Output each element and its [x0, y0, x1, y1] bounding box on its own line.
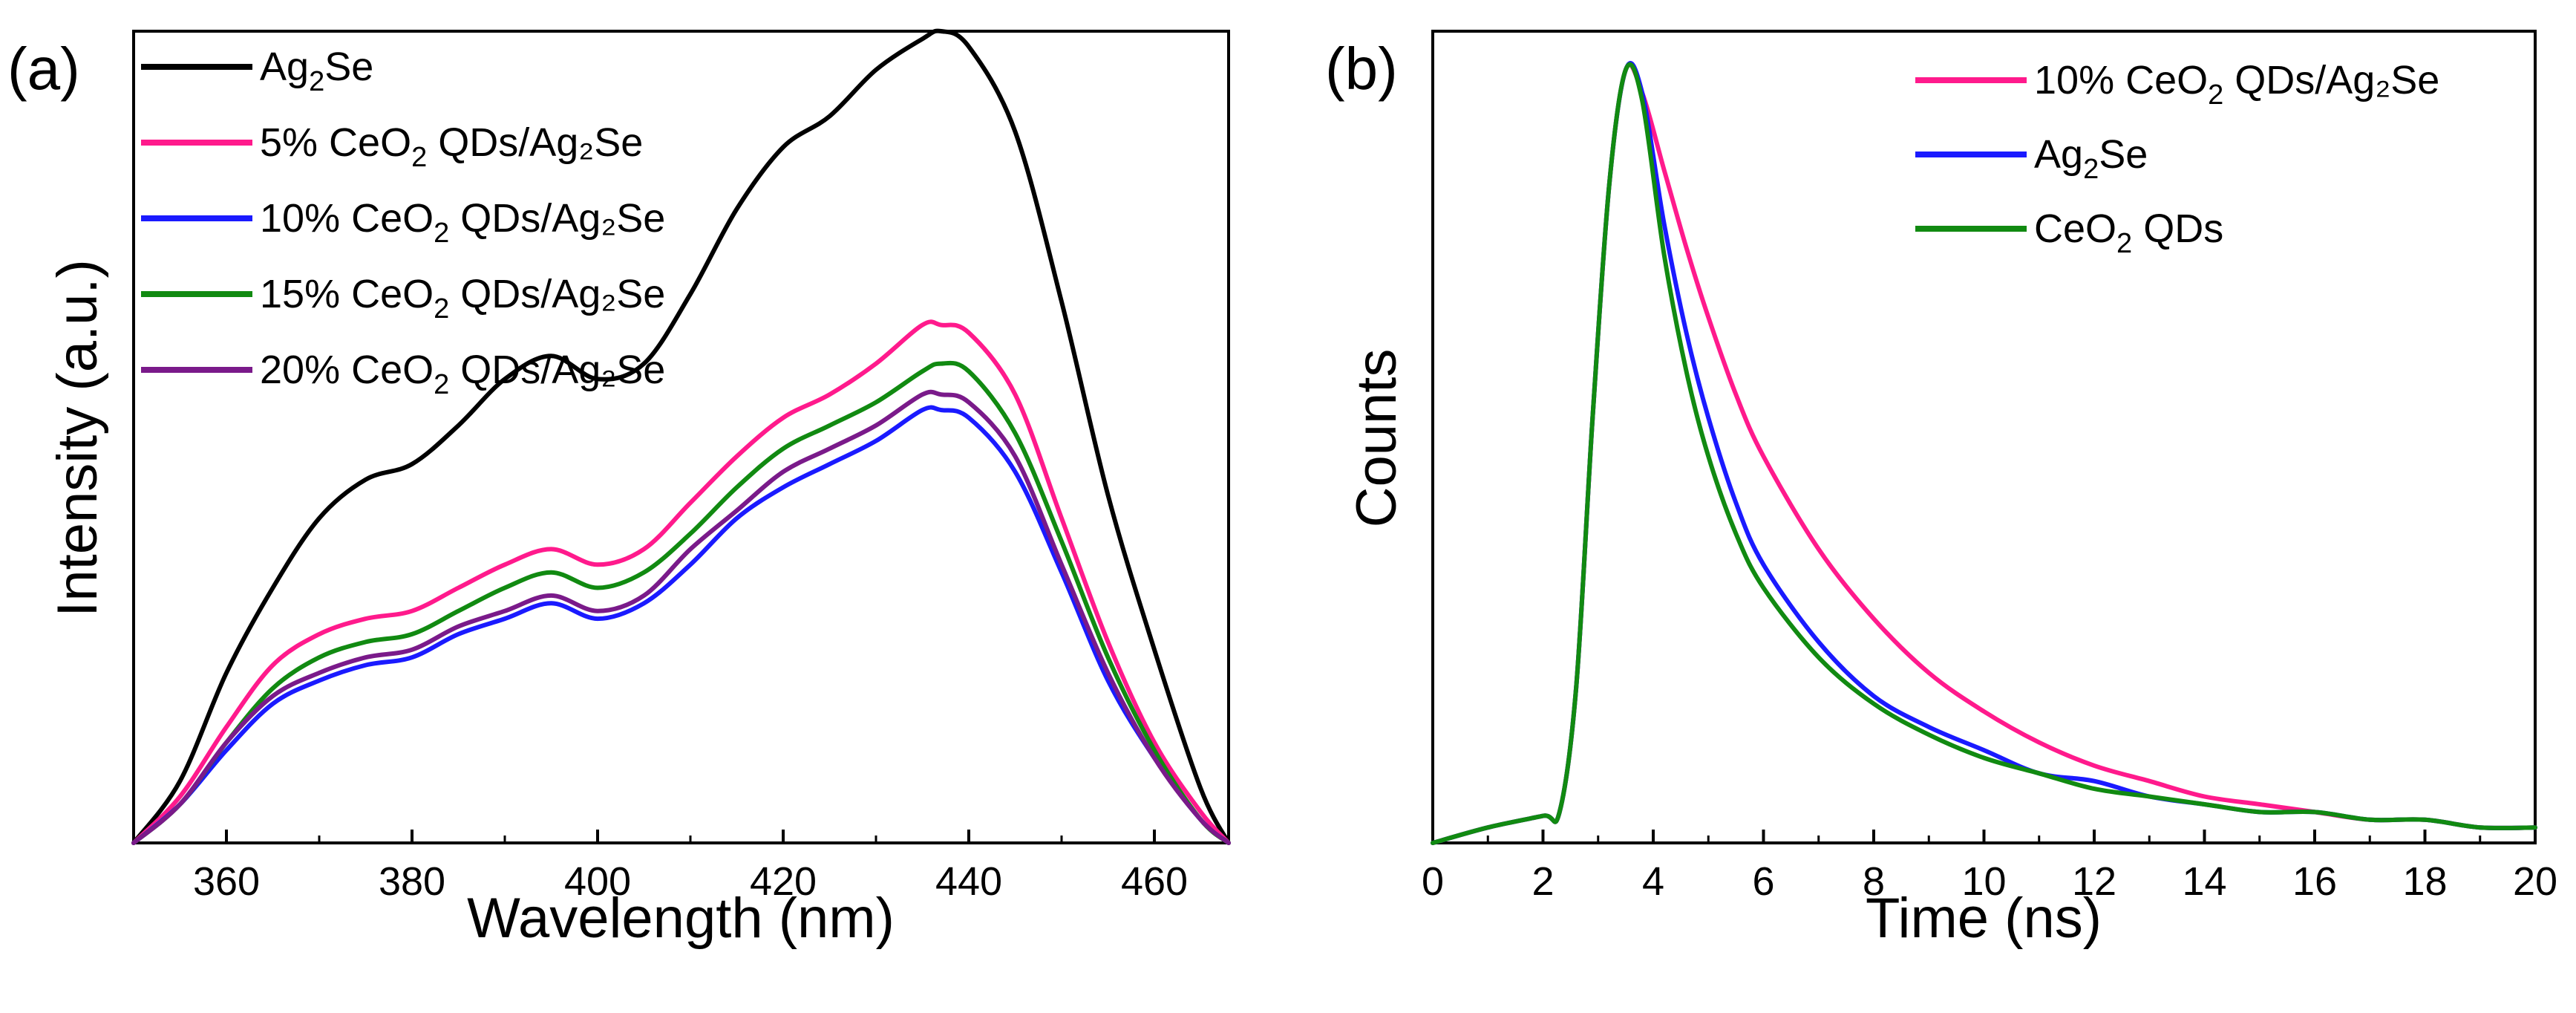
a-legend-label-2: 10% CeO2 QDs/Ag₂Se	[260, 196, 665, 249]
a-legend-label-sub: 2	[411, 142, 427, 173]
b-x-tick-label-1: 2	[1531, 859, 1554, 904]
panel-a-x-axis-title: Wavelength (nm)	[467, 887, 895, 950]
b-legend-label-2: CeO2 QDs	[2034, 206, 2223, 259]
panel-b-x-ticks: 0 2 4 6 8 10 12 14 16 18 20	[1422, 830, 2557, 904]
b-legend-label-sub: 2	[2208, 79, 2223, 111]
b-legend-label-main: Ag	[2034, 132, 2083, 177]
a-legend-label-end: QDs/Ag₂Se	[427, 120, 643, 165]
a-legend-label-sub: 2	[309, 66, 324, 97]
a-legend-label-end: QDs/Ag₂Se	[449, 272, 665, 316]
b-legend-label-0: 10% CeO2 QDs/Ag₂Se	[2034, 58, 2439, 111]
b-legend-label-end: QDs/Ag₂Se	[2223, 58, 2439, 102]
a-x-tick-label-4: 440	[935, 859, 1002, 904]
panel-a-label: (a)	[7, 36, 80, 102]
b-x-tick-label-5: 10	[1961, 859, 2006, 904]
a-x-tick-label-2: 400	[564, 859, 631, 904]
b-series-line-2	[1431, 62, 2537, 845]
a-legend-label-main: 15% CeO	[260, 272, 434, 316]
b-legend-label-sub: 2	[2116, 228, 2132, 259]
a-series-line-4	[131, 389, 1231, 845]
b-x-tick-label-8: 16	[2292, 859, 2337, 904]
a-series-line-3	[131, 360, 1231, 845]
a-x-tick-label-0: 360	[193, 859, 260, 904]
a-x-tick-label-5: 460	[1121, 859, 1188, 904]
b-x-tick-label-9: 18	[2402, 859, 2447, 904]
a-series-line-2	[131, 405, 1231, 845]
panel-a-curves	[131, 28, 1231, 845]
b-x-tick-label-10: 20	[2513, 859, 2557, 904]
b-series-line-1	[1431, 61, 2537, 845]
b-legend-label-main: CeO	[2034, 206, 2116, 251]
a-legend-label-main: 5% CeO	[260, 120, 411, 165]
a-legend-label-3: 15% CeO2 QDs/Ag₂Se	[260, 272, 665, 325]
a-x-tick-label-1: 380	[379, 859, 445, 904]
panel-b-curves	[1431, 61, 2537, 845]
a-series-line-1	[131, 319, 1231, 845]
b-x-tick-label-6: 12	[2072, 859, 2116, 904]
b-legend-label-1: Ag2Se	[2034, 132, 2148, 185]
a-legend-label-sub: 2	[434, 218, 449, 249]
b-legend-label-main: 10% CeO	[2034, 58, 2208, 102]
panel-a-y-axis-title: Intensity (a.u.)	[46, 259, 109, 617]
panel-a: (a) 360 380 400 420 440 460 Wavelength (nm) I…	[7, 28, 1231, 950]
a-legend-label-sub: 2	[434, 369, 449, 400]
b-x-tick-label-0: 0	[1422, 859, 1444, 904]
panel-a-plot-frame	[132, 30, 1230, 844]
b-x-tick-label-4: 8	[1863, 859, 1885, 904]
b-x-tick-label-2: 4	[1642, 859, 1664, 904]
a-legend-label-end: QDs/Ag₂Se	[449, 196, 665, 241]
b-x-tick-label-3: 6	[1752, 859, 1774, 904]
panel-b-x-axis-title: Time (ns)	[1866, 887, 2102, 950]
panel-a-x-ticks: 360 380 400 420 440 460	[193, 830, 1188, 904]
b-legend-label-sub: 2	[2083, 154, 2099, 185]
a-legend-label-main: 10% CeO	[260, 196, 434, 241]
a-legend-label-main: 20% CeO	[260, 348, 434, 392]
a-legend-label-4: 20% CeO2 QDs/Ag₂Se	[260, 348, 665, 400]
a-legend-label-0: Ag2Se	[260, 45, 373, 97]
a-x-tick-label-3: 420	[750, 859, 817, 904]
b-legend-label-end: Se	[2099, 132, 2148, 177]
panel-b: (b) 0 2 4 6 8 10 12 14 16 18 20 Time (ns) Counts 1…	[1325, 30, 2557, 950]
a-legend-label-main: Ag	[260, 45, 309, 89]
b-legend-label-end: QDs	[2132, 206, 2223, 251]
a-legend-label-end: QDs/Ag₂Se	[449, 348, 665, 392]
panel-b-label: (b)	[1325, 36, 1398, 102]
panel-b-y-axis-title: Counts	[1345, 349, 1408, 528]
a-series-line-0	[131, 28, 1231, 845]
a-legend-label-sub: 2	[434, 293, 449, 325]
b-x-tick-label-7: 14	[2182, 859, 2226, 904]
a-legend-label-end: Se	[324, 45, 373, 89]
a-legend-label-1: 5% CeO2 QDs/Ag₂Se	[260, 120, 643, 173]
b-series-line-0	[1431, 62, 2537, 845]
